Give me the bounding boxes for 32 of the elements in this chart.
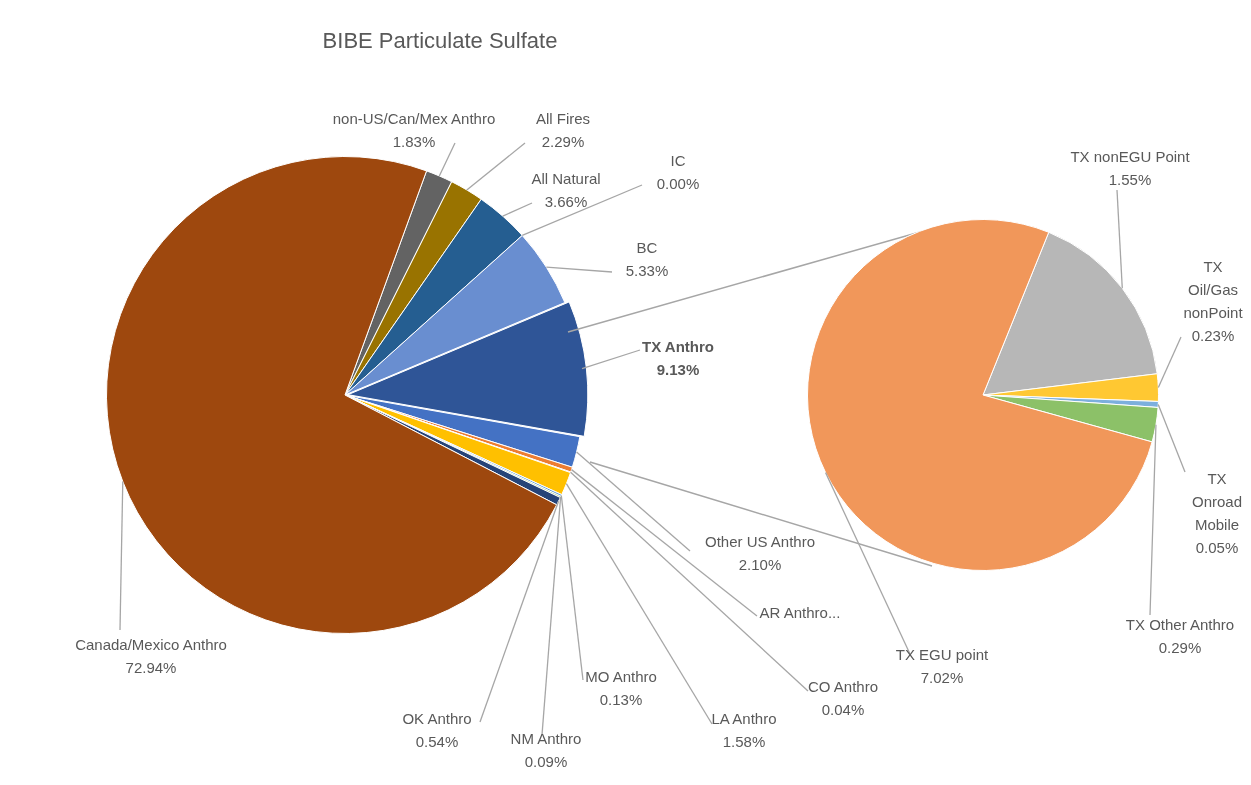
slice-label: All Fires [535, 110, 591, 128]
data-label: 3.66% [544, 193, 588, 211]
slice-label: TX EGU point [895, 646, 990, 664]
slice-label: AR Anthro... [759, 604, 841, 622]
slice-label: TX Other Anthro [1125, 616, 1235, 634]
data-label: 0.23% [1191, 327, 1235, 345]
data-label: 0.04% [821, 701, 865, 719]
data-label: 1.83% [392, 133, 436, 151]
data-label: 1.55% [1108, 171, 1152, 189]
slice-label: TX nonEGU Point [1070, 148, 1191, 166]
data-label: 0.54% [415, 733, 459, 751]
category-label: IC [670, 152, 686, 170]
data-label: 0.13% [599, 691, 643, 709]
data-label: 0.29% [1158, 639, 1202, 657]
data-label: 1.58% [722, 733, 766, 751]
slice-label: OK Anthro [402, 710, 472, 728]
data-label: 72.94% [125, 659, 177, 677]
data-label: 2.29% [541, 133, 585, 151]
slice-label: LA Anthro [711, 710, 777, 728]
slice-label: NM Anthro [510, 730, 582, 748]
slice-label: non-US/Can/Mex Anthro [332, 110, 496, 128]
slice-label: Canada/Mexico Anthro [75, 636, 227, 654]
data-label: 7.02% [920, 669, 964, 687]
chart-title: BIBE Particulate Sulfate [322, 28, 558, 54]
slice-label: TX Onroad Mobile [1191, 470, 1243, 534]
data-label: 0.05% [1195, 539, 1239, 557]
slice-label: TX Oil/Gas nonPoint [1183, 258, 1244, 322]
slice-label: CO Anthro [807, 678, 879, 696]
slice-label: MO Anthro [585, 668, 657, 686]
text: 0.00% [656, 175, 700, 193]
data-label: 0.09% [524, 753, 568, 771]
slice-label: All Natural [531, 170, 601, 188]
